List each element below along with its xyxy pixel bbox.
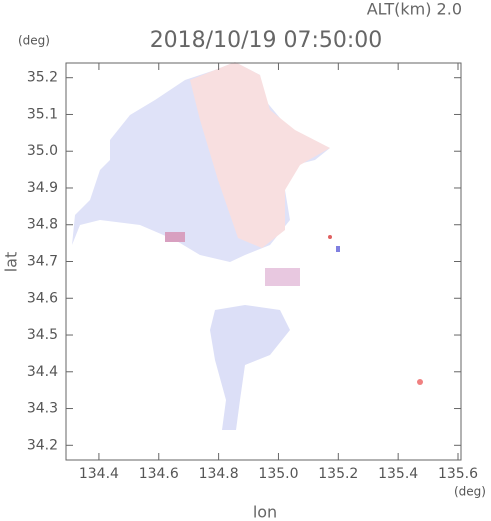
x-tick-label: 135.4 [378,466,418,482]
echo-spot [417,379,423,385]
echo-spot [328,235,332,239]
chart-title: 2018/10/19 07:50:00 [150,28,383,53]
y-tick-label: 34.5 [27,327,58,343]
x-axis-label: lon [253,503,277,521]
echo-spot [265,268,300,286]
y-tick-label: 34.8 [27,217,58,233]
field [72,62,423,430]
x-unit: (deg) [454,485,486,499]
y-tick-label: 34.2 [27,437,58,453]
y-unit: (deg) [18,34,50,48]
echo-spot [336,246,340,252]
y-tick-label: 34.4 [27,364,58,380]
y-tick-label: 34.6 [27,290,58,306]
velocity-area [210,305,290,430]
altitude-label: ALT(km) 2.0 [367,0,462,19]
x-tick-label: 135.0 [258,466,298,482]
echo-spot [165,232,185,242]
y-axis-label: lat [2,252,21,273]
x-tick-label: 134.4 [79,466,119,482]
y-tick-label: 34.9 [27,180,58,196]
x-tick-label: 135.2 [318,466,358,482]
y-tick-label: 34.3 [27,401,58,417]
y-tick-label: 35.2 [27,70,58,86]
velocity-area [190,62,330,248]
y-tick-label: 35.0 [27,143,58,159]
y-tick-label: 34.7 [27,254,58,270]
x-tick-label: 135.6 [438,466,478,482]
x-tick-label: 134.6 [139,466,179,482]
y-tick-label: 35.1 [27,106,58,122]
x-tick-label: 134.8 [199,466,239,482]
